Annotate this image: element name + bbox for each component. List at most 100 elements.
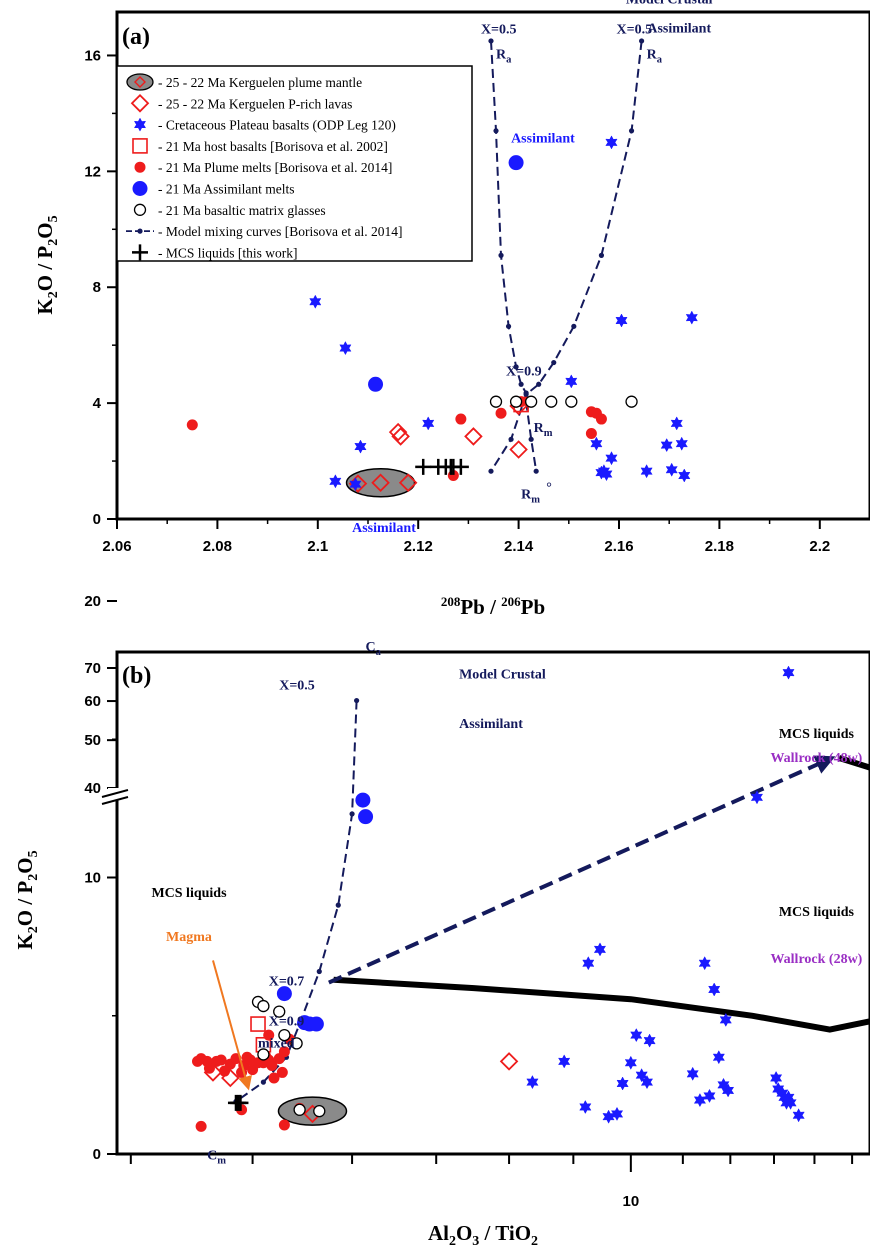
marker-plateau <box>640 1075 654 1090</box>
annotation-b: mixed <box>258 1037 295 1052</box>
annotation-b: X=0.9 <box>269 1014 305 1029</box>
marker-assim_melts <box>308 1016 324 1032</box>
legend-label-plume_melts: - 21 Ma Plume melts [Borisova et al. 201… <box>158 160 392 175</box>
y-tick-label: 8 <box>93 279 101 296</box>
mixing-node <box>628 128 635 134</box>
x-tick-label: 2.16 <box>604 538 633 555</box>
legend-label-plateau: - Cretaceous Plateau basalts (ODP Leg 12… <box>158 118 396 133</box>
marker-plume_melts <box>195 1120 207 1132</box>
x-tick-label: 2.18 <box>705 538 734 555</box>
legend-marker-host <box>132 138 148 154</box>
mixing-curve-a-0 <box>490 40 538 472</box>
marker-plume_melts <box>495 407 507 419</box>
panel-b: 0 10 20 40 50 60 70 10 (b) Al2O3 / TiO2 K2O / P… <box>13 521 870 1247</box>
marker-glasses <box>278 1028 291 1042</box>
y-tick-label: 10 <box>84 870 101 887</box>
marker-assim_melts <box>276 986 292 1002</box>
annotation-a: Ra <box>647 47 663 65</box>
marker-prich <box>398 473 418 493</box>
marker-plume_melts <box>203 1062 215 1074</box>
wallrock-curve-28w <box>333 976 870 1033</box>
annotation-b: Model Crustal <box>459 667 546 682</box>
legend-marker-plume-mantle-diamond <box>134 76 146 88</box>
marker-plateau <box>339 341 352 356</box>
marker-plateau <box>685 310 698 325</box>
mixing-node <box>335 902 341 908</box>
marker-prich <box>391 427 410 446</box>
annotation-a: Rm <box>534 421 553 439</box>
annotation-a: ° <box>546 480 552 495</box>
marker-glasses <box>273 1005 286 1018</box>
marker-glasses <box>565 395 578 408</box>
legend-items: - 25 - 22 Ma Kerguelen plume mantle - 25 … <box>126 73 402 261</box>
marker-mcs <box>232 1094 249 1111</box>
marker-glasses <box>257 999 270 1013</box>
annotation-a: Assimilant <box>647 21 711 36</box>
marker-plateau <box>624 1055 637 1070</box>
panel-b-annotations: Assimilant Ca X=0.5 Model Crustal Assimilant… <box>151 521 862 1167</box>
marker-plume_melts <box>266 1060 278 1072</box>
x-tick-label: 2.14 <box>504 538 534 555</box>
marker-glasses <box>509 395 523 408</box>
marker-plume_melts <box>186 419 198 431</box>
marker-glasses <box>525 395 538 408</box>
y-tick-label: 60 <box>84 693 101 710</box>
legend-marker-prich <box>130 94 150 113</box>
marker-plume_melts <box>215 1054 227 1066</box>
marker-plateau <box>712 1050 725 1065</box>
legend-marker-plume-mantle <box>126 73 154 91</box>
legend-label-prich: - 25 - 22 Ma Kerguelen P-rich lavas <box>158 96 352 111</box>
annotation-b: X=0.7 <box>269 974 305 989</box>
legend-marker-glasses <box>133 203 147 216</box>
marker-plateau <box>616 1076 629 1091</box>
mixing-node <box>551 359 557 366</box>
marker-assim_melts <box>358 809 374 825</box>
mixing-curve-a-1 <box>490 40 643 472</box>
panel-a-ylabel: K2O / P2O5 <box>33 215 61 314</box>
marker-assim_melts <box>508 155 524 171</box>
marker-plateau <box>593 942 607 957</box>
x-tick-label: 2.06 <box>102 538 131 555</box>
x-tick-label: 2.2 <box>809 538 830 555</box>
marker-plume_melts <box>268 1072 280 1084</box>
marker-plume_melts <box>278 1046 290 1058</box>
marker-plateau <box>678 468 691 483</box>
annotation-a: X=0.5 <box>481 23 517 38</box>
marker-plateau <box>643 1033 656 1048</box>
marker-plateau <box>582 956 595 971</box>
marker-prich <box>464 427 483 446</box>
legend-label-assim_melts: - 21 Ma Assimilant melts <box>158 182 295 197</box>
annotation-a: X=0.5 <box>616 23 652 38</box>
marker-plateau <box>717 1077 730 1092</box>
mixing-node <box>316 968 322 975</box>
annotation-b: Assimilant <box>352 521 416 536</box>
mixing-node <box>349 811 355 817</box>
y-tick-label: 16 <box>84 47 101 64</box>
annotation-b: Wallrock (48w) <box>770 751 862 766</box>
marker-plateau <box>670 416 683 431</box>
mixing-node <box>513 364 519 370</box>
arrow-to-wallrock-48w <box>328 755 836 985</box>
mixing-node <box>498 252 504 258</box>
annotation-b: MCS liquids <box>779 727 855 742</box>
marker-plateau <box>526 1075 539 1090</box>
marker-plume_mantle <box>345 468 416 498</box>
marker-plateau <box>784 1095 797 1110</box>
annotation-b: MCS liquids <box>779 905 855 920</box>
x-tick-label: 10 <box>622 1193 639 1210</box>
marker-plateau <box>590 436 603 451</box>
mixing-node <box>488 38 494 44</box>
annotation-a: X=0.9 <box>506 365 542 380</box>
marker-plateau <box>309 294 322 309</box>
annotation-b: Assimilant <box>459 717 523 732</box>
annotation-a: Rm <box>521 488 540 506</box>
legend-marker-assim_melts <box>132 181 148 196</box>
marker-plateau <box>565 374 578 389</box>
mixing-node <box>598 252 605 258</box>
mixing-node <box>488 468 494 474</box>
marker-plume_melts <box>595 413 607 425</box>
marker-plateau <box>721 1083 735 1098</box>
panel-a-ticks: 2.06 2.08 2.1 2.12 2.14 2.16 2.18 2.2 0 4 8 12 16 <box>84 47 830 555</box>
marker-plume_melts <box>278 1119 290 1131</box>
